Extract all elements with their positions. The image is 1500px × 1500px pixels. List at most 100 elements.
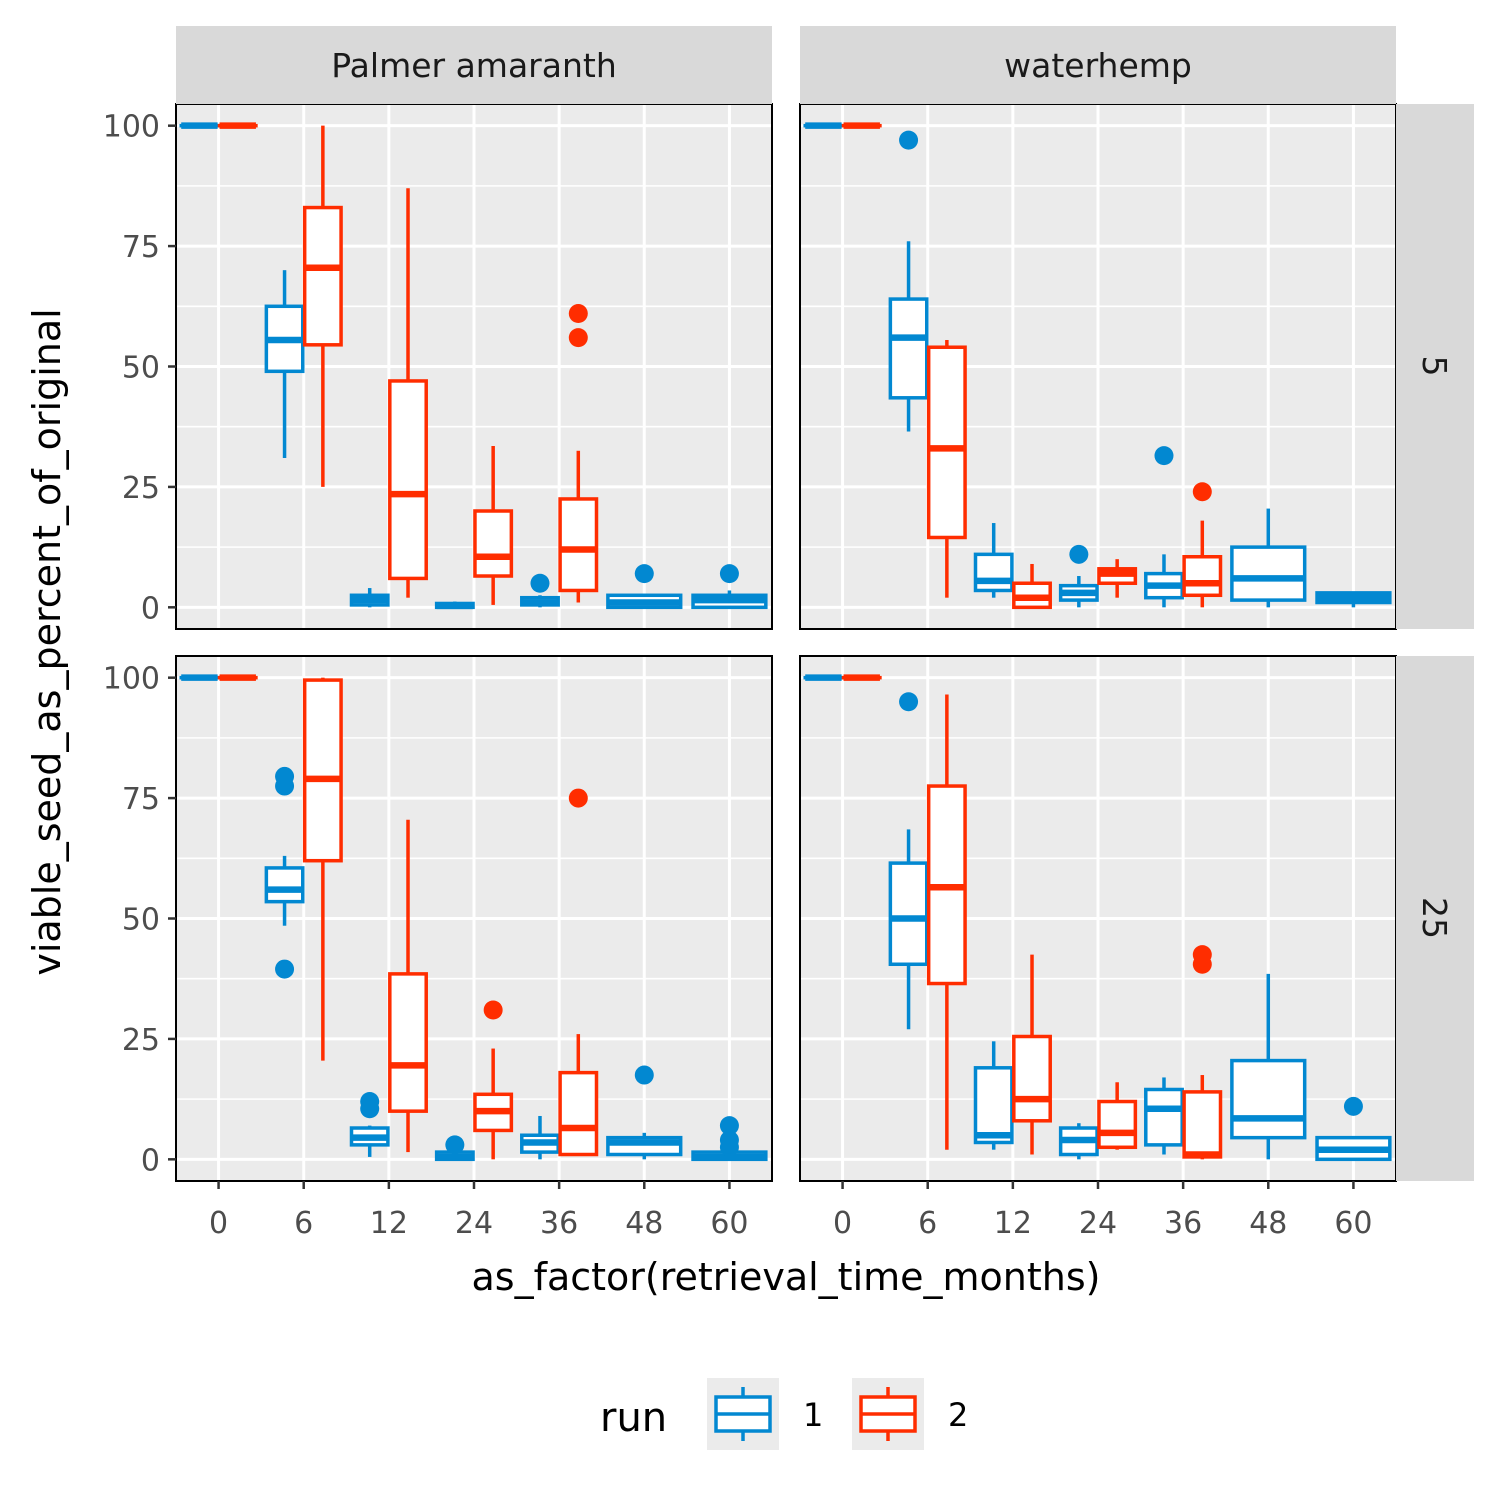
box-48-run-1 (606, 564, 683, 610)
box-24-run-1 (434, 1135, 475, 1162)
x-axis-title: as_factor(retrieval_time_months) (471, 1255, 1100, 1299)
box-60-run-1 (1315, 1096, 1392, 1162)
x-tick-label: 36 (1164, 1206, 1202, 1241)
outlier-point (275, 766, 295, 786)
panel-palmer-amaranth-row-25 (175, 655, 773, 1182)
box-12-run-1 (973, 1041, 1014, 1150)
x-tick-label: 6 (918, 1206, 937, 1241)
x-tick-label: 36 (540, 1206, 578, 1241)
x-tick-label: 0 (209, 1206, 228, 1241)
box-body (926, 345, 967, 540)
box-body (1182, 1090, 1223, 1159)
box-36-run-1 (520, 1115, 560, 1160)
x-tick-label: 48 (1249, 1206, 1287, 1241)
box-24-run-2 (1097, 559, 1138, 598)
box-60-run-1 (1315, 591, 1392, 608)
legend-label-2: 2 (948, 1396, 968, 1434)
box-6-run-1 (264, 766, 305, 979)
row-strip-2: 25 (1396, 656, 1474, 1181)
box-body (888, 861, 929, 967)
box-60-run-1 (691, 564, 768, 610)
box-body (1230, 545, 1307, 602)
box-36-run-1 (1144, 1077, 1184, 1155)
x-tick-label: 24 (455, 1206, 493, 1241)
box-body (302, 678, 343, 863)
box-48-run-1 (1230, 508, 1307, 608)
box-body (264, 866, 305, 904)
panel-waterhemp-row-5 (799, 103, 1397, 630)
box-6-run-2 (302, 125, 343, 487)
outlier-point (1154, 446, 1174, 466)
y-tick-label: 75 (122, 230, 160, 265)
box-6-run-2 (302, 677, 343, 1061)
box-36-run-2 (558, 304, 599, 603)
axes: 0 25 50 75 100 0 25 50 75 100 0 6 12 24 36 48 60 0 6 12 24 36… (103, 110, 1373, 1241)
box-12-run-2 (1012, 563, 1052, 610)
panel-waterhemp-row-25 (799, 655, 1397, 1182)
row-strip-1: 5 (1396, 104, 1474, 629)
box-48-run-1 (606, 1065, 683, 1160)
box-60-run-1 (691, 1116, 768, 1162)
legend-title: run (600, 1395, 667, 1441)
box-24-run-1 (434, 601, 475, 610)
facet-panels (175, 103, 1397, 1182)
x-tick-label: 6 (294, 1206, 313, 1241)
y-tick-label: 75 (122, 782, 160, 817)
outlier-point (568, 304, 588, 324)
outlier-point (1192, 945, 1212, 965)
y-tick-label: 50 (122, 903, 160, 938)
box-36-run-2 (1182, 482, 1223, 608)
outlier-point (1069, 544, 1089, 564)
box-body (388, 972, 428, 1113)
outlier-point (483, 1000, 503, 1020)
box-body (1230, 1058, 1307, 1140)
outlier-point (899, 130, 919, 150)
y-tick-label: 25 (122, 471, 160, 506)
legend-label-1: 1 (803, 1396, 823, 1434)
box-24-run-2 (1097, 1082, 1138, 1150)
outlier-point (360, 1092, 380, 1112)
outlier-point (445, 1135, 465, 1155)
legend-key-1 (707, 1378, 779, 1450)
x-tick-label: 60 (710, 1206, 748, 1241)
box-body (973, 1066, 1014, 1145)
box-body (558, 497, 599, 593)
legend: run 1 2 (600, 1378, 968, 1450)
box-body (1182, 555, 1223, 598)
box-12-run-1 (349, 1092, 390, 1157)
column-strip-1: Palmer amaranth (176, 26, 772, 104)
box-12-run-2 (388, 188, 428, 598)
x-tick-label: 12 (994, 1206, 1032, 1241)
outlier-point (899, 692, 919, 712)
panel-palmer-amaranth-row-5 (175, 103, 773, 630)
y-tick-label: 0 (141, 1143, 160, 1178)
y-tick-label: 50 (122, 351, 160, 386)
box-body (388, 379, 428, 581)
box-36-run-1 (1144, 446, 1184, 608)
outlier-point (568, 788, 588, 808)
outlier-point (719, 1116, 739, 1136)
box-6-run-1 (888, 692, 929, 1030)
y-tick-label: 100 (103, 662, 160, 697)
box-12-run-1 (973, 523, 1014, 598)
outlier-point (568, 328, 588, 348)
x-tick-label: 60 (1334, 1206, 1372, 1241)
box-body (888, 297, 929, 400)
outlier-point (719, 1130, 739, 1150)
box-12-run-1 (349, 588, 390, 608)
box-12-run-2 (1012, 954, 1052, 1155)
box-body (1144, 1087, 1184, 1147)
box-body (473, 509, 514, 578)
legend-key-2 (852, 1378, 924, 1450)
outlier-point (1192, 482, 1212, 502)
outlier-point (530, 573, 550, 593)
box-body (558, 1070, 599, 1157)
column-strip-label-1: Palmer amaranth (331, 46, 616, 85)
box-48-run-1 (1230, 973, 1307, 1160)
column-strip-2: waterhemp (800, 26, 1396, 104)
box-12-run-2 (388, 819, 428, 1153)
box-24-run-2 (473, 1000, 514, 1160)
outlier-point (634, 564, 654, 584)
box-6-run-1 (888, 130, 929, 432)
box-36-run-2 (558, 788, 599, 1157)
